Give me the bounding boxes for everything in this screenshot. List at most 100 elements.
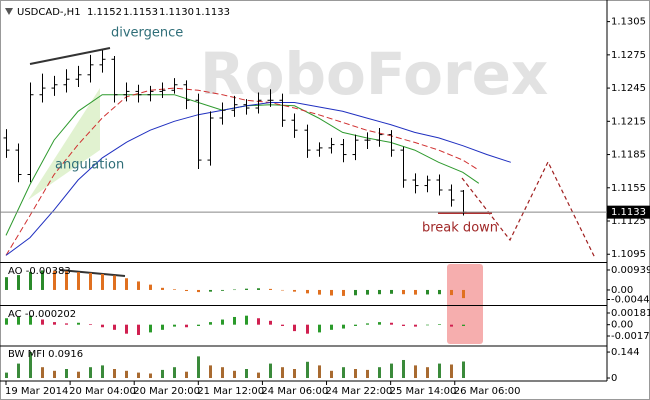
histogram-bar (101, 274, 104, 290)
histogram-bar (149, 324, 152, 333)
histogram-bar (197, 289, 200, 293)
ohlc-info: 1.1153 (123, 7, 158, 18)
histogram-bar (438, 324, 441, 325)
histogram-bar (137, 324, 140, 335)
histogram-bar (245, 369, 248, 379)
y-tick-label: 1.1125 (611, 216, 646, 227)
histogram-bar (209, 289, 212, 292)
x-tick-label: 24 Mar 06:00 (261, 386, 328, 397)
histogram-bar (77, 272, 80, 290)
y-tick-label: 0.001819 (611, 308, 650, 319)
histogram-bar (125, 370, 128, 379)
histogram-bar (402, 359, 405, 379)
histogram-bar (149, 284, 152, 290)
histogram-bar (378, 289, 381, 295)
histogram-bar (221, 367, 224, 379)
histogram-bar (137, 281, 140, 290)
histogram-bar (462, 361, 465, 379)
histogram-bar (318, 289, 321, 295)
histogram-bar (281, 289, 284, 291)
y-tick-label: 1.1305 (611, 17, 646, 28)
histogram-bar (269, 363, 272, 379)
y-tick-label: 0.00939 (611, 265, 650, 276)
histogram-bar (269, 320, 272, 325)
histogram-bar (257, 372, 260, 379)
histogram-bar (185, 324, 188, 328)
histogram-bar (17, 363, 20, 379)
histogram-bar (330, 324, 333, 330)
histogram-bar (89, 324, 92, 325)
histogram-bar (245, 315, 248, 325)
histogram-bar (281, 367, 284, 379)
watermark: RoboForex (200, 40, 548, 108)
histogram-bar (342, 367, 345, 379)
histogram-bar (113, 369, 116, 379)
y-tick-label: 1.1095 (611, 249, 646, 260)
histogram-bar (65, 323, 68, 325)
histogram-bar (233, 370, 236, 379)
histogram-bar (414, 289, 417, 295)
y-tick-label: -0.00448 (611, 294, 650, 305)
annotation: divergence (111, 26, 183, 41)
histogram-bar (29, 315, 32, 325)
ohlc-info: 1.1133 (195, 7, 230, 18)
histogram-bar (17, 275, 20, 290)
histogram-bar (462, 324, 465, 326)
histogram-bar (125, 278, 128, 290)
chart-title: USDCAD-,H1 (17, 7, 81, 18)
histogram-bar (257, 318, 260, 325)
histogram-bar (161, 324, 164, 330)
histogram-bar (161, 287, 164, 290)
histogram-bar (173, 367, 176, 379)
histogram-bar (5, 318, 8, 325)
histogram-bar (149, 373, 152, 379)
histogram-bar (101, 324, 104, 328)
x-tick-label: 24 Mar 22:00 (326, 386, 393, 397)
last-price-box (607, 205, 650, 219)
histogram-bar (221, 289, 224, 291)
histogram-bar (402, 324, 405, 326)
histogram-bar (77, 322, 80, 325)
histogram-bar (426, 289, 429, 295)
histogram-bar (318, 365, 321, 379)
histogram-bar (185, 289, 188, 292)
histogram-bar (354, 324, 357, 326)
histogram-bar (137, 372, 140, 379)
histogram-bar (390, 289, 393, 294)
histogram-bar (113, 275, 116, 290)
histogram-bar (41, 319, 44, 325)
histogram-bar (330, 289, 333, 296)
histogram-bar (366, 323, 369, 325)
histogram-bar (342, 324, 345, 329)
y-tick-label: -0.00176 (611, 331, 650, 342)
ao-divergence-line (59, 269, 126, 277)
histogram-bar (450, 324, 453, 327)
histogram-bar (77, 371, 80, 379)
histogram-bar (89, 272, 92, 290)
histogram-bar (306, 289, 309, 294)
forecast-line (461, 160, 596, 259)
histogram-bar (293, 324, 296, 332)
histogram-bar (306, 324, 309, 334)
histogram-bar (354, 289, 357, 296)
histogram-bar (281, 324, 284, 326)
histogram-bar (41, 367, 44, 379)
histogram-bar (53, 270, 56, 290)
histogram-bar (366, 369, 369, 379)
indicator-label: BW MFI 0.0916 (8, 349, 83, 360)
histogram-bar (233, 316, 236, 325)
histogram-bar (342, 289, 345, 296)
histogram-bar (390, 363, 393, 379)
histogram-bar (426, 367, 429, 379)
histogram-bar (125, 324, 128, 334)
histogram-bar (233, 289, 236, 291)
histogram-bar (17, 316, 20, 325)
indicator-label: AC -0.000202 (8, 309, 76, 320)
histogram-bar (209, 365, 212, 379)
histogram-bar (414, 365, 417, 379)
highlight-box (447, 264, 483, 344)
histogram-bar (197, 324, 200, 326)
histogram-bar (185, 371, 188, 379)
